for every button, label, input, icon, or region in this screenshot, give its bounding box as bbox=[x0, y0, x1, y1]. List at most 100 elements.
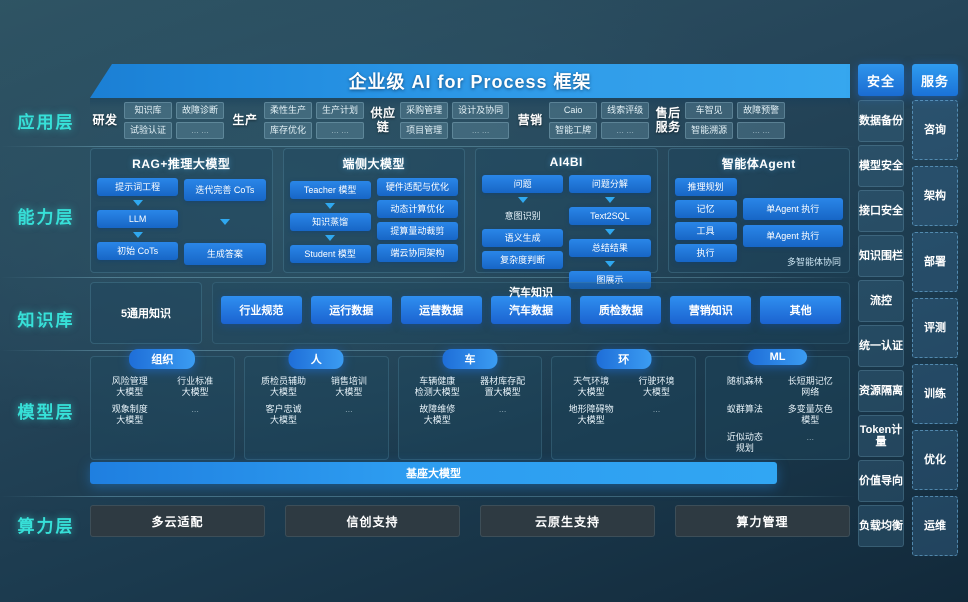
model-item[interactable]: 长短期记忆 网络 bbox=[787, 376, 833, 397]
capability-node[interactable]: 单Agent 执行 bbox=[742, 197, 843, 220]
model-item[interactable]: 器材库存配 置大模型 bbox=[480, 376, 526, 397]
security-item[interactable]: 资源隔离 bbox=[858, 370, 904, 412]
model-item[interactable]: 质检员辅助 大模型 bbox=[260, 376, 306, 397]
model-item-more[interactable]: ... bbox=[652, 404, 661, 414]
app-cell[interactable]: 生产计划 bbox=[316, 101, 365, 119]
app-cell[interactable]: 故障诊断 bbox=[176, 101, 225, 119]
app-cell[interactable]: 线索评级 bbox=[601, 101, 650, 119]
app-cell[interactable]: 车智见 bbox=[685, 101, 734, 119]
service-item[interactable]: 训练 bbox=[912, 364, 958, 424]
capability-node[interactable]: LLM bbox=[97, 210, 179, 228]
knowledge-pill[interactable]: 行业规范 bbox=[221, 296, 302, 324]
app-cell-more[interactable]: ... ... bbox=[737, 121, 786, 139]
app-cell[interactable]: Caio bbox=[549, 101, 598, 119]
capability-node[interactable]: 硬件适配与优化 bbox=[376, 178, 458, 196]
model-item[interactable]: 天气环境 大模型 bbox=[573, 376, 610, 397]
app-cell-more[interactable]: ... ... bbox=[316, 121, 365, 139]
capability-node[interactable]: 问题分解 bbox=[569, 175, 651, 193]
capability-node[interactable]: 工具 bbox=[674, 222, 737, 240]
capability-node[interactable]: 执行 bbox=[674, 244, 737, 262]
model-item[interactable]: 风险管理 大模型 bbox=[111, 376, 148, 397]
compute-button-power-mgmt[interactable]: 算力管理 bbox=[675, 505, 850, 537]
app-cell[interactable]: 智能溯源 bbox=[685, 121, 734, 139]
app-cell-more[interactable]: ... ... bbox=[176, 121, 225, 139]
compute-button-cloud-native[interactable]: 云原生支持 bbox=[480, 505, 655, 537]
security-item[interactable]: 流控 bbox=[858, 280, 904, 322]
model-item[interactable]: 行业标准 大模型 bbox=[177, 376, 214, 397]
capability-node[interactable]: 复杂度判断 bbox=[482, 251, 564, 269]
knowledge-pill[interactable]: 运行数据 bbox=[310, 296, 392, 324]
service-item[interactable]: 评测 bbox=[912, 298, 958, 358]
knowledge-pill[interactable]: 质检数据 bbox=[580, 296, 662, 324]
model-item[interactable]: 随机森林 bbox=[726, 376, 763, 386]
app-cell[interactable]: 知识库 bbox=[124, 101, 173, 119]
service-item[interactable]: 运维 bbox=[912, 496, 958, 556]
app-cell[interactable]: 智能工牌 bbox=[549, 121, 598, 139]
knowledge-pill[interactable]: 汽车数据 bbox=[490, 296, 572, 324]
service-item[interactable]: 架构 bbox=[912, 166, 958, 226]
app-cell[interactable]: 项目管理 bbox=[400, 121, 449, 139]
capability-node[interactable]: 推理规划 bbox=[674, 178, 737, 196]
security-item[interactable]: 知识围栏 bbox=[858, 235, 904, 277]
security-item[interactable]: 负载均衡 bbox=[858, 505, 904, 547]
capability-node[interactable]: 问题 bbox=[482, 175, 564, 193]
capability-node[interactable]: Teacher 模型 bbox=[289, 181, 371, 199]
app-cell-more[interactable]: ... ... bbox=[601, 121, 650, 139]
app-cell[interactable]: 设计及协同 bbox=[452, 101, 510, 119]
base-model-bar[interactable]: 基座大模型 bbox=[90, 462, 777, 484]
service-item[interactable]: 咨询 bbox=[912, 100, 958, 160]
capability-node[interactable]: 生成答案 bbox=[184, 243, 266, 265]
app-cell[interactable]: 故障预警 bbox=[737, 101, 786, 119]
knowledge-pill[interactable]: 营销知识 bbox=[670, 296, 752, 324]
knowledge-pill[interactable]: 运营数据 bbox=[400, 296, 482, 324]
security-item[interactable]: 数据备份 bbox=[858, 100, 904, 142]
capability-node[interactable]: 迭代完善 CoTs bbox=[184, 179, 266, 201]
model-item[interactable]: 地形障碍物 大模型 bbox=[568, 404, 614, 425]
compute-button-multicloud[interactable]: 多云适配 bbox=[90, 505, 265, 537]
capability-node[interactable]: 记忆 bbox=[674, 200, 737, 218]
security-item[interactable]: 模型安全 bbox=[858, 145, 904, 187]
model-item[interactable]: 销售培训 大模型 bbox=[330, 376, 367, 397]
capability-node[interactable]: 初始 CoTs bbox=[97, 242, 179, 260]
capability-node[interactable]: 提示词工程 bbox=[97, 178, 179, 196]
security-item[interactable]: 价值导向 bbox=[858, 460, 904, 502]
knowledge-pill[interactable]: 其他 bbox=[760, 296, 842, 324]
model-item[interactable]: 多变量灰色 模型 bbox=[787, 404, 833, 425]
model-item-more[interactable]: ... bbox=[345, 404, 353, 414]
capability-node[interactable]: 端云协同架构 bbox=[376, 244, 458, 262]
model-item[interactable]: 车辆健康 检测大模型 bbox=[414, 376, 460, 397]
service-item[interactable]: 部署 bbox=[912, 232, 958, 292]
model-item-more[interactable]: ... bbox=[191, 404, 199, 414]
capability-node[interactable]: Text2SQL bbox=[569, 207, 651, 225]
model-item[interactable]: 故障维修 大模型 bbox=[419, 404, 456, 425]
capability-node[interactable]: Student 模型 bbox=[289, 245, 371, 263]
model-item-more[interactable]: ... bbox=[806, 432, 815, 442]
capability-node[interactable]: 总结结果 bbox=[569, 239, 651, 257]
app-cell[interactable]: 柔性生产 bbox=[264, 101, 313, 119]
model-item[interactable]: 行驶环境 大模型 bbox=[638, 376, 675, 397]
security-item[interactable]: 接口安全 bbox=[858, 190, 904, 232]
capability-card-rag: RAG+推理大模型 提示词工程 LLM 初始 CoTs 迭代完善 CoTs 生成… bbox=[90, 148, 273, 273]
capability-node[interactable]: 语义生成 bbox=[482, 229, 564, 247]
capability-node[interactable]: 动态计算优化 bbox=[376, 200, 458, 218]
security-item[interactable]: Token计量 bbox=[858, 415, 904, 457]
model-item[interactable]: 近似动态 规划 bbox=[726, 432, 763, 453]
model-item[interactable]: 蚁群算法 bbox=[726, 404, 763, 414]
capability-node[interactable]: 图展示 bbox=[569, 271, 651, 289]
service-item[interactable]: 优化 bbox=[912, 430, 958, 490]
capability-node[interactable]: 知识蒸馏 bbox=[289, 213, 371, 231]
compute-button-xinchuang[interactable]: 信创支持 bbox=[285, 505, 460, 537]
capability-node[interactable]: 意图识别 bbox=[504, 211, 541, 221]
knowledge-general-card[interactable]: 5通用知识 bbox=[90, 282, 202, 344]
capability-node[interactable]: 单Agent 执行 bbox=[742, 224, 843, 247]
app-cell[interactable]: 试验认证 bbox=[124, 121, 173, 139]
app-cell-more[interactable]: ... ... bbox=[452, 121, 510, 139]
model-item[interactable]: 观象制度 大模型 bbox=[111, 404, 148, 425]
model-item[interactable]: 客户忠诚 大模型 bbox=[265, 404, 302, 425]
app-cell[interactable]: 采购管理 bbox=[400, 101, 449, 119]
capability-node[interactable]: 提算量动裁剪 bbox=[376, 222, 458, 240]
arrow-down-icon bbox=[604, 197, 615, 203]
model-item-more[interactable]: ... bbox=[498, 404, 507, 414]
app-cell[interactable]: 库存优化 bbox=[264, 121, 313, 139]
security-item[interactable]: 统一认证 bbox=[858, 325, 904, 367]
